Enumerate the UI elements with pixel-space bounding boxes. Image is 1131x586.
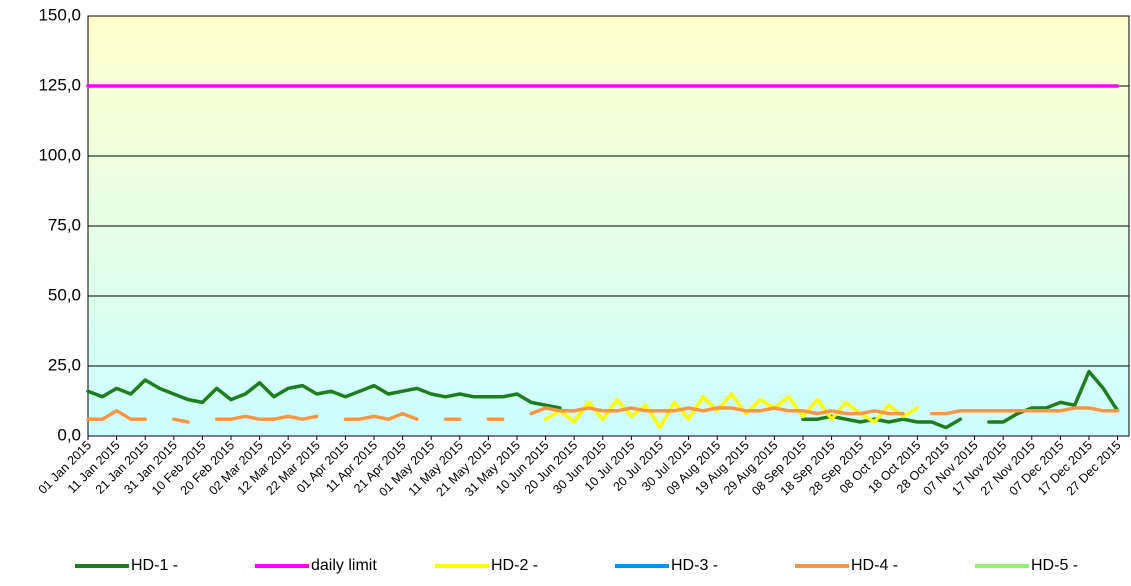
- y-tick-label: 125,0: [38, 75, 81, 94]
- legend-label: HD-3 -: [671, 557, 718, 574]
- y-tick-label: 75,0: [48, 215, 81, 234]
- legend-label: HD-1 -: [131, 557, 178, 574]
- plot-border: [87, 15, 1130, 437]
- series-line: [543, 392, 920, 430]
- y-tick-label: 25,0: [48, 355, 81, 374]
- legend-label: HD-4 -: [851, 557, 898, 574]
- y-tick-label: 0,0: [57, 425, 81, 444]
- series-line: [86, 406, 1120, 424]
- y-tick-label: 150,0: [38, 5, 81, 24]
- legend-label: HD-2 -: [491, 557, 538, 574]
- y-tick-label: 50,0: [48, 285, 81, 304]
- y-tick-label: 100,0: [38, 145, 81, 164]
- legend-label: daily limit: [311, 557, 377, 574]
- legend-label: HD-5 -: [1031, 557, 1078, 574]
